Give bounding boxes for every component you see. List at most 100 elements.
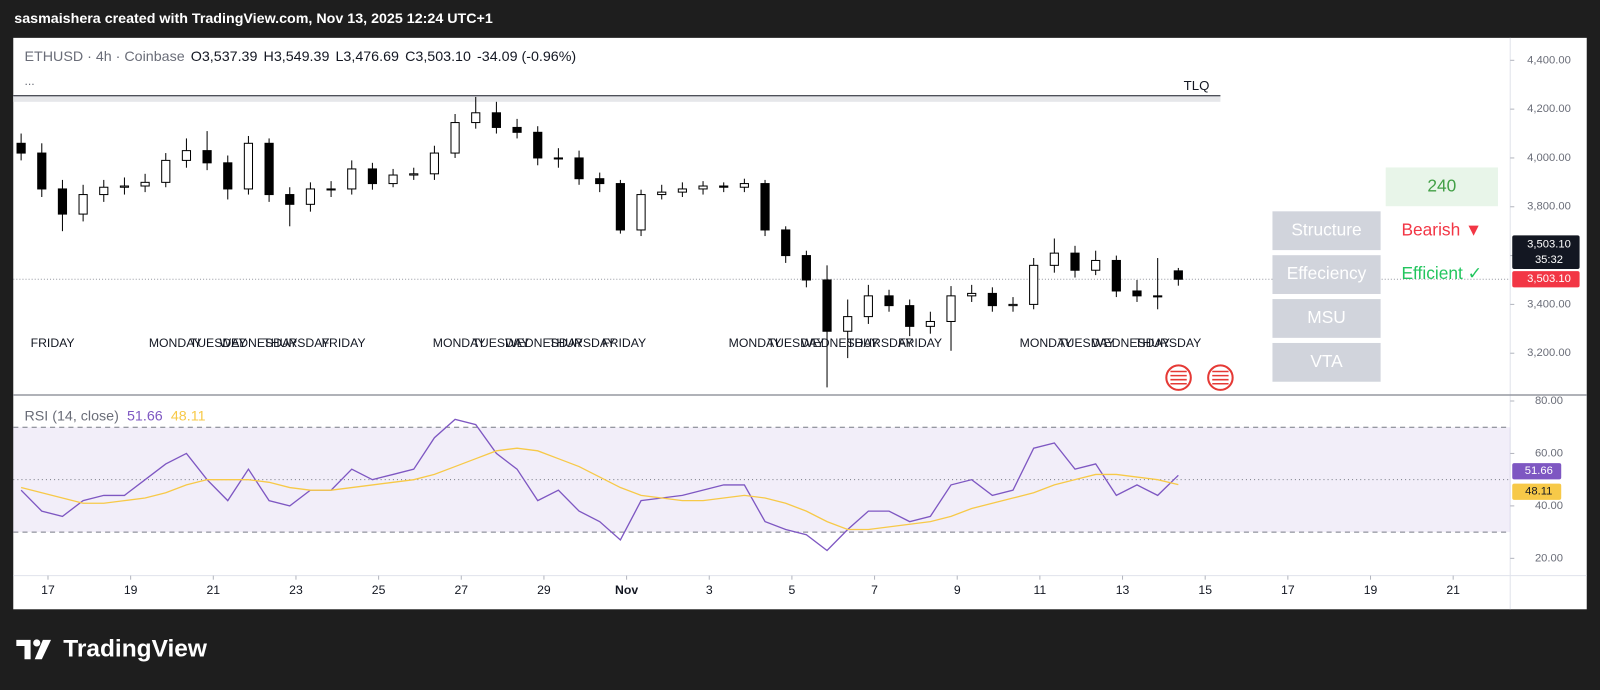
logo-text: TradingView	[63, 636, 208, 663]
legend-key: L	[335, 49, 343, 65]
logo-shape	[16, 639, 31, 660]
event-icon	[1165, 364, 1192, 391]
x-tick-label: 5	[788, 583, 795, 597]
day-label: WEDNESDAY	[801, 336, 879, 350]
candle-body	[925, 320, 935, 327]
day-label: MONDAY	[433, 336, 486, 350]
flag-stripes	[1170, 370, 1187, 385]
candle-body	[140, 181, 150, 187]
x-tick-label: 17	[1281, 583, 1295, 597]
y-tick-label: 3,400.00	[1527, 298, 1571, 310]
logo-icon	[16, 639, 52, 660]
candle-body	[595, 178, 605, 185]
y-tick-label: 3,800.00	[1527, 201, 1571, 213]
candle-body	[615, 183, 625, 231]
candle-body	[305, 188, 316, 205]
candle-body	[863, 295, 873, 318]
widget-label: MSU	[1307, 307, 1346, 327]
candle-body	[78, 194, 88, 215]
candle-body	[388, 174, 398, 185]
logo-shape	[34, 639, 52, 660]
timeframe-cell	[1385, 167, 1498, 207]
x-tick-label: 9	[954, 583, 961, 597]
candle-body	[719, 185, 729, 188]
y-tick-label: 40.00	[1535, 500, 1563, 512]
day-label: TUESDAY	[472, 336, 529, 350]
countdown-box	[1512, 235, 1580, 270]
candle-body	[698, 185, 708, 190]
price-box	[1512, 271, 1580, 288]
candle-body	[657, 191, 667, 196]
candle-body	[677, 188, 687, 193]
candle-body	[1029, 264, 1039, 305]
candle-body	[533, 131, 543, 159]
widget-label: Structure	[1291, 219, 1361, 239]
candle-body	[1153, 295, 1163, 298]
last-price-label: 3,503.10	[1527, 239, 1571, 251]
candle-body	[409, 173, 419, 176]
candle-body	[367, 168, 378, 185]
y-tick-label: 80.00	[1535, 395, 1563, 407]
day-label: MONDAY	[1020, 336, 1073, 350]
day-label: THURSDAY	[847, 336, 913, 350]
legend-key: C	[405, 49, 415, 65]
day-label: MONDAY	[729, 336, 782, 350]
x-tick-label: 7	[871, 583, 878, 597]
candle-body	[739, 183, 749, 188]
event-icons	[1165, 364, 1234, 391]
day-label: THURSDAY	[1135, 336, 1201, 350]
widget-label-cell	[1272, 211, 1381, 251]
x-tick-label: 29	[537, 583, 551, 597]
candle-body	[285, 194, 295, 205]
candle-body	[574, 157, 584, 180]
x-tick-label: 19	[124, 583, 138, 597]
event-icon	[1207, 364, 1234, 391]
countdown: 35:32	[1535, 254, 1563, 266]
candle-body	[161, 159, 171, 183]
x-tick-label: 17	[41, 583, 55, 597]
y-tick-label: 20.00	[1535, 552, 1563, 564]
y-tick-label: 4,200.00	[1527, 103, 1571, 115]
rsi-value-box	[1512, 463, 1562, 480]
day-label: THURSDAY	[263, 336, 329, 350]
x-tick-label: 13	[1116, 583, 1130, 597]
candle-body	[450, 122, 460, 154]
candle-body	[181, 150, 192, 161]
rsi-title: RSI (14, close)	[24, 408, 118, 424]
x-tick-label: 21	[206, 583, 220, 597]
candle-body	[1049, 252, 1059, 266]
candle-body	[946, 295, 956, 322]
rsi-value-label: 51.66	[1525, 465, 1553, 477]
candle-body	[1008, 303, 1018, 307]
x-tick-label: 15	[1198, 583, 1212, 597]
price-box-label: 3,503.10	[1527, 273, 1571, 285]
candle-body	[326, 188, 336, 191]
candle-body	[801, 255, 811, 281]
candle-body	[223, 162, 233, 190]
day-label: MONDAY	[149, 336, 202, 350]
attribution: sasmaishera created with TradingView.com…	[14, 11, 493, 27]
widget-label-cell	[1272, 255, 1381, 294]
candle-body	[37, 152, 47, 190]
candle-body	[636, 194, 646, 231]
candle-body	[512, 126, 522, 133]
candle-body	[429, 152, 440, 175]
candle-body	[1173, 270, 1183, 280]
candle-body	[347, 168, 357, 190]
candle-body	[99, 186, 109, 196]
day-label: THURSDAY	[549, 336, 615, 350]
legend-key: H	[264, 49, 274, 65]
legend-value: 3,537.39	[202, 49, 258, 65]
rsi-legend-value: 51.66	[127, 408, 163, 424]
y-tick-label: 3,200.00	[1527, 347, 1571, 359]
day-label: TUESDAY	[768, 336, 825, 350]
rsi-legend: RSI (14, close) 51.66 48.11	[24, 408, 205, 424]
legend-value: 3,503.10	[415, 49, 471, 65]
day-label: TUESDAY	[1058, 336, 1115, 350]
candle-body	[760, 183, 770, 231]
timeframe: 240	[1427, 175, 1456, 195]
candle-body	[1111, 259, 1121, 292]
y-tick-label: 4,000.00	[1527, 152, 1571, 164]
rsi-value-label: 48.11	[1525, 486, 1552, 498]
